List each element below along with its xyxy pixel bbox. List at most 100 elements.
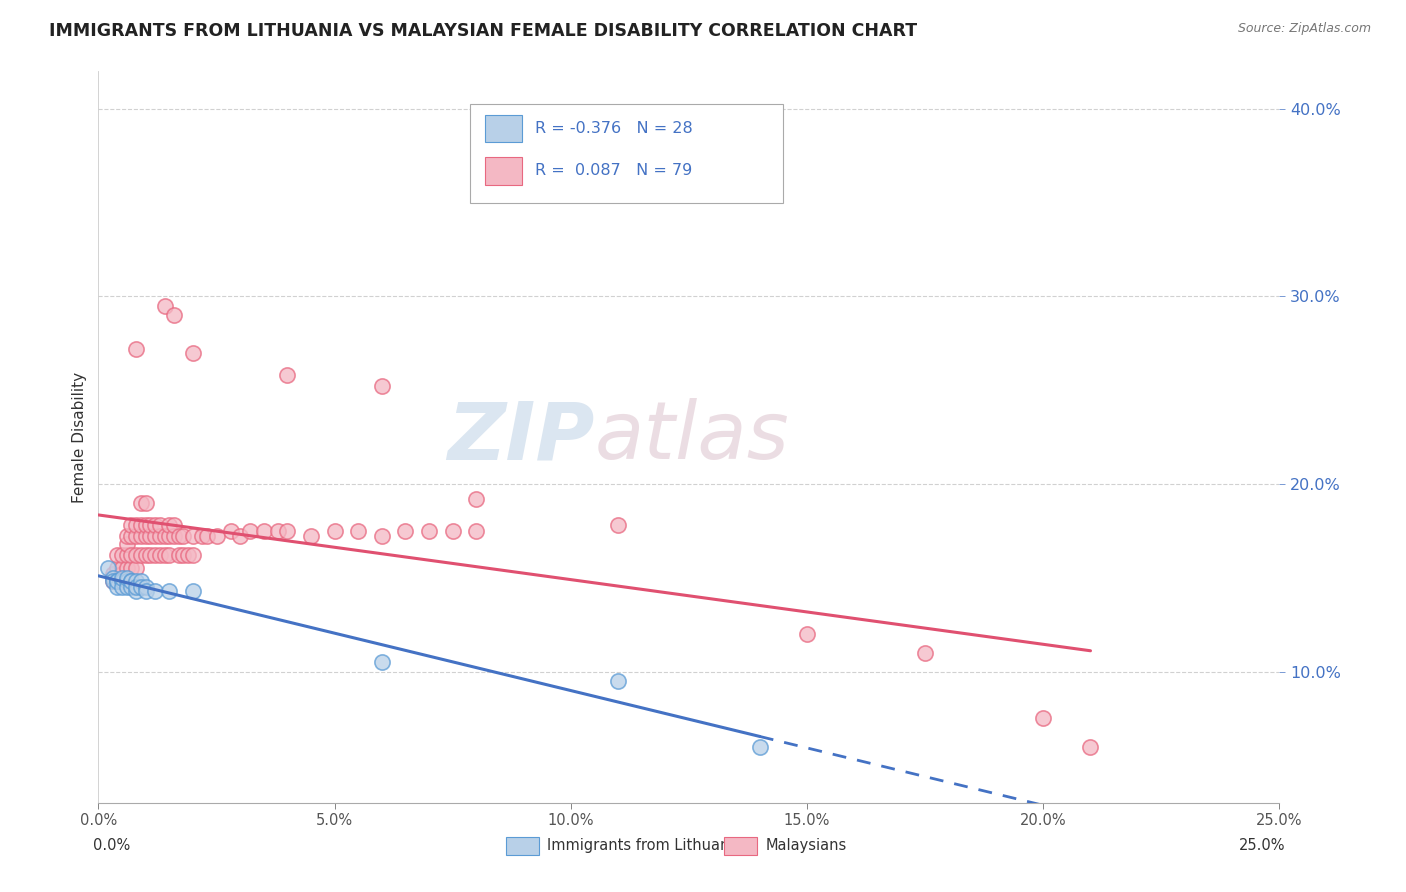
Point (115, 537, 138, 551)
Point (125, 342, 148, 356)
Point (607, 518, 630, 533)
Text: IMMIGRANTS FROM LITHUANIA VS MALAYSIAN FEMALE DISABILITY CORRELATION CHART: IMMIGRANTS FROM LITHUANIA VS MALAYSIAN F… (49, 22, 917, 40)
Text: atlas: atlas (595, 398, 789, 476)
Text: Immigrants from Lithuania: Immigrants from Lithuania (547, 838, 742, 853)
Point (149, 518, 172, 533)
Point (115, 561, 138, 575)
Point (105, 574, 128, 589)
Point (105, 574, 128, 589)
Text: Source: ZipAtlas.com: Source: ZipAtlas.com (1237, 22, 1371, 36)
Point (125, 529, 148, 543)
Point (914, 646, 936, 660)
Text: ZIP: ZIP (447, 398, 595, 476)
Point (157, 529, 180, 543)
Point (163, 529, 186, 543)
Point (135, 583, 157, 598)
Point (105, 561, 128, 575)
Point (121, 574, 143, 589)
Point (163, 308, 186, 322)
Point (101, 571, 124, 585)
Point (129, 580, 152, 594)
Point (149, 529, 172, 543)
Point (139, 518, 162, 533)
Point (167, 529, 190, 543)
Point (121, 529, 143, 543)
Point (153, 299, 176, 313)
Point (101, 566, 124, 581)
Point (129, 529, 152, 543)
Point (157, 548, 180, 562)
Point (111, 548, 134, 562)
Point (347, 524, 370, 538)
Point (135, 548, 157, 562)
Point (441, 524, 464, 538)
Point (219, 524, 242, 538)
Point (125, 574, 148, 589)
Point (172, 529, 194, 543)
Point (205, 529, 228, 543)
Point (129, 548, 152, 562)
Point (111, 566, 134, 581)
Point (129, 518, 152, 533)
Text: Malaysians: Malaysians (766, 838, 846, 853)
Point (129, 574, 152, 589)
Point (111, 574, 134, 589)
Point (115, 580, 138, 594)
Point (191, 529, 214, 543)
Point (1032, 711, 1054, 725)
Point (105, 574, 128, 589)
Point (143, 583, 166, 598)
Point (267, 524, 290, 538)
FancyBboxPatch shape (506, 838, 538, 855)
Point (1080, 739, 1102, 754)
Point (167, 548, 190, 562)
Point (177, 548, 200, 562)
Point (253, 524, 276, 538)
Point (143, 548, 166, 562)
Point (371, 655, 394, 669)
Point (149, 548, 172, 562)
Point (276, 368, 298, 383)
Point (195, 529, 218, 543)
Point (157, 518, 180, 533)
Point (125, 583, 148, 598)
Point (125, 518, 148, 533)
Point (115, 548, 138, 562)
Point (607, 673, 630, 688)
Point (115, 574, 138, 589)
Point (394, 524, 416, 538)
Point (371, 529, 394, 543)
Point (121, 548, 143, 562)
Point (105, 580, 128, 594)
Point (121, 561, 143, 575)
Text: 25.0%: 25.0% (1239, 838, 1285, 853)
Point (371, 379, 394, 393)
FancyBboxPatch shape (724, 838, 758, 855)
Point (97, 561, 120, 575)
Point (101, 574, 124, 589)
Text: R = -0.376   N = 28: R = -0.376 N = 28 (536, 121, 693, 136)
Point (276, 524, 298, 538)
Point (157, 583, 180, 598)
Y-axis label: Female Disability: Female Disability (72, 371, 87, 503)
Point (229, 529, 252, 543)
Point (172, 548, 194, 562)
Text: R =  0.087   N = 79: R = 0.087 N = 79 (536, 163, 693, 178)
Point (139, 548, 162, 562)
Point (111, 561, 134, 575)
Point (115, 571, 138, 585)
Point (143, 518, 166, 533)
Point (153, 529, 176, 543)
Point (465, 491, 488, 506)
Point (239, 524, 262, 538)
Text: 0.0%: 0.0% (93, 838, 129, 853)
Point (135, 529, 157, 543)
Point (111, 571, 134, 585)
Point (153, 548, 176, 562)
Point (121, 518, 143, 533)
Point (139, 529, 162, 543)
FancyBboxPatch shape (485, 114, 523, 143)
Point (748, 739, 770, 754)
Point (101, 574, 124, 589)
Point (125, 580, 148, 594)
